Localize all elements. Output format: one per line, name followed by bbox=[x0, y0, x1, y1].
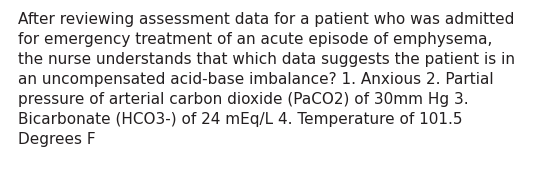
Text: After reviewing assessment data for a patient who was admitted
for emergency tre: After reviewing assessment data for a pa… bbox=[18, 12, 516, 147]
